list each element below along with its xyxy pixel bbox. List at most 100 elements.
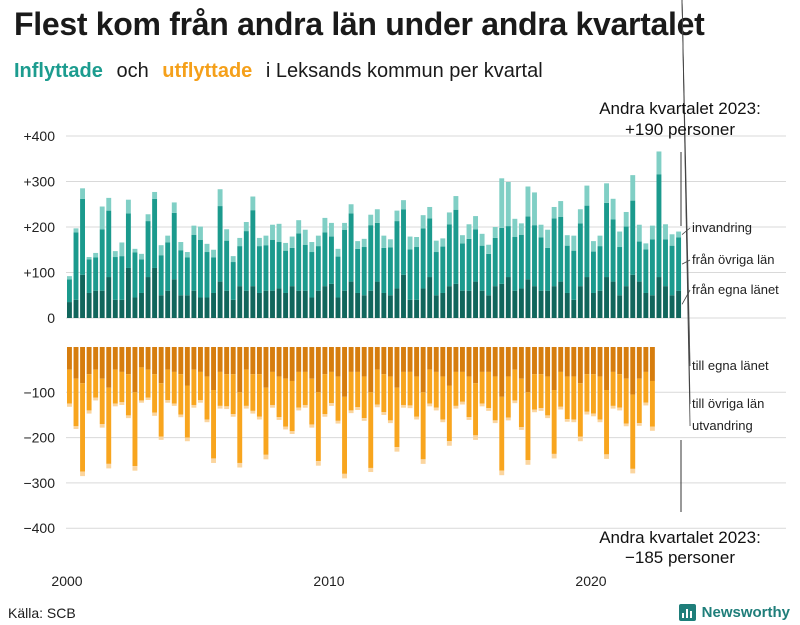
bar-in-other-counties <box>584 205 590 278</box>
bar-in-same-county <box>512 290 518 318</box>
bar-immigration <box>99 206 105 230</box>
bar-emigration <box>106 463 112 469</box>
bar-immigration <box>610 198 616 220</box>
bar-out-other-counties <box>374 369 380 405</box>
bar-in-other-counties <box>145 221 151 278</box>
x-tick-label: 2020 <box>575 573 606 589</box>
bar-in-other-counties <box>669 245 675 296</box>
bar-in-other-counties <box>263 245 269 291</box>
bar-in-same-county <box>329 283 334 318</box>
bar-out-same-county <box>106 347 112 388</box>
bar-out-same-county <box>250 347 256 375</box>
bar-emigration <box>545 415 551 419</box>
bar-in-other-counties <box>610 219 616 282</box>
bar-in-same-county <box>250 286 256 318</box>
bar-immigration <box>387 239 393 248</box>
bar-emigration <box>270 404 275 408</box>
bar-in-other-counties <box>243 231 249 291</box>
bar-in-same-county <box>597 290 603 318</box>
bar-emigration <box>309 424 315 428</box>
bar-out-other-counties <box>158 383 164 437</box>
bar-in-other-counties <box>420 228 426 289</box>
bar-out-same-county <box>414 347 420 377</box>
source-label: Källa: SCB <box>8 605 76 621</box>
annotation-bottom-line1: Andra kvartalet 2023: <box>599 528 761 547</box>
bar-in-other-counties <box>309 252 315 298</box>
bar-emigration <box>460 401 465 405</box>
bar-immigration <box>211 249 216 258</box>
bar-in-other-counties <box>492 237 498 287</box>
bar-in-other-counties <box>427 218 433 278</box>
bar-in-other-counties <box>591 251 596 293</box>
bar-out-other-counties <box>80 383 85 472</box>
bar-in-other-counties <box>649 239 655 296</box>
legend-out-label: utvandring <box>692 418 753 433</box>
legend-in-label: från egna länet <box>692 282 779 297</box>
bar-immigration <box>499 178 505 228</box>
bar-out-other-counties <box>276 376 282 418</box>
bar-out-same-county <box>184 347 190 386</box>
bar-out-same-county <box>630 347 636 395</box>
bar-emigration <box>80 471 85 477</box>
bar-immigration <box>649 225 655 240</box>
bar-in-same-county <box>669 295 675 318</box>
bar-in-same-county <box>355 292 361 318</box>
bar-in-same-county <box>486 295 492 318</box>
bar-immigration <box>643 243 649 250</box>
bar-in-other-counties <box>433 252 439 296</box>
bar-out-other-counties <box>191 369 197 405</box>
bar-out-same-county <box>355 347 361 372</box>
annotations: Andra kvartalet 2023: +190 personer Andra … <box>599 99 761 567</box>
bar-immigration <box>139 253 144 260</box>
legend-in-label: från övriga län <box>692 252 774 267</box>
bar-immigration <box>230 256 236 263</box>
bar-in-same-county <box>394 288 400 318</box>
bar-in-other-counties <box>663 239 668 287</box>
bar-in-other-counties <box>106 210 112 278</box>
legend-leader <box>681 0 691 427</box>
bar-emigration <box>505 417 511 421</box>
bar-in-same-county <box>446 286 452 318</box>
bar-in-same-county <box>152 267 158 318</box>
bar-in-same-county <box>492 286 498 318</box>
bar-immigration <box>505 181 511 227</box>
bar-immigration <box>263 235 269 246</box>
bar-out-other-counties <box>217 371 223 406</box>
bar-in-other-counties <box>368 225 374 291</box>
bar-in-other-counties <box>525 216 531 280</box>
bar-immigration <box>302 229 308 245</box>
subtitle-och: och <box>116 60 149 82</box>
bar-emigration <box>217 405 223 409</box>
bar-out-other-counties <box>420 392 426 460</box>
bar-emigration <box>243 405 249 409</box>
bar-out-other-counties <box>93 369 99 398</box>
bar-out-same-county <box>237 347 243 393</box>
bar-emigration <box>171 403 177 406</box>
bar-out-other-counties <box>407 371 413 406</box>
bar-in-other-counties <box>158 255 164 296</box>
bar-in-other-counties <box>132 252 138 298</box>
bar-out-other-counties <box>296 371 302 408</box>
bar-in-other-counties <box>643 249 649 293</box>
bar-emigration <box>558 406 564 410</box>
bar-emigration <box>119 402 125 405</box>
bar-out-other-counties <box>518 378 524 428</box>
bar-out-other-counties <box>198 371 203 401</box>
bar-emigration <box>86 410 92 414</box>
bar-emigration <box>453 405 459 409</box>
bar-immigration <box>276 223 282 243</box>
bar-out-same-county <box>564 347 570 377</box>
bar-in-other-counties <box>217 206 223 282</box>
bar-immigration <box>191 225 197 235</box>
bar-in-other-counties <box>119 256 125 300</box>
bar-immigration <box>93 252 99 258</box>
bar-out-other-counties <box>492 376 498 421</box>
bar-out-same-county <box>342 347 347 397</box>
bar-out-same-county <box>394 347 400 388</box>
bar-emigration <box>132 466 138 471</box>
bar-out-other-counties <box>119 371 125 403</box>
bar-in-other-counties <box>446 224 452 287</box>
bar-out-same-county <box>158 347 164 384</box>
bar-out-other-counties <box>152 374 158 413</box>
bar-in-other-counties <box>394 221 400 289</box>
